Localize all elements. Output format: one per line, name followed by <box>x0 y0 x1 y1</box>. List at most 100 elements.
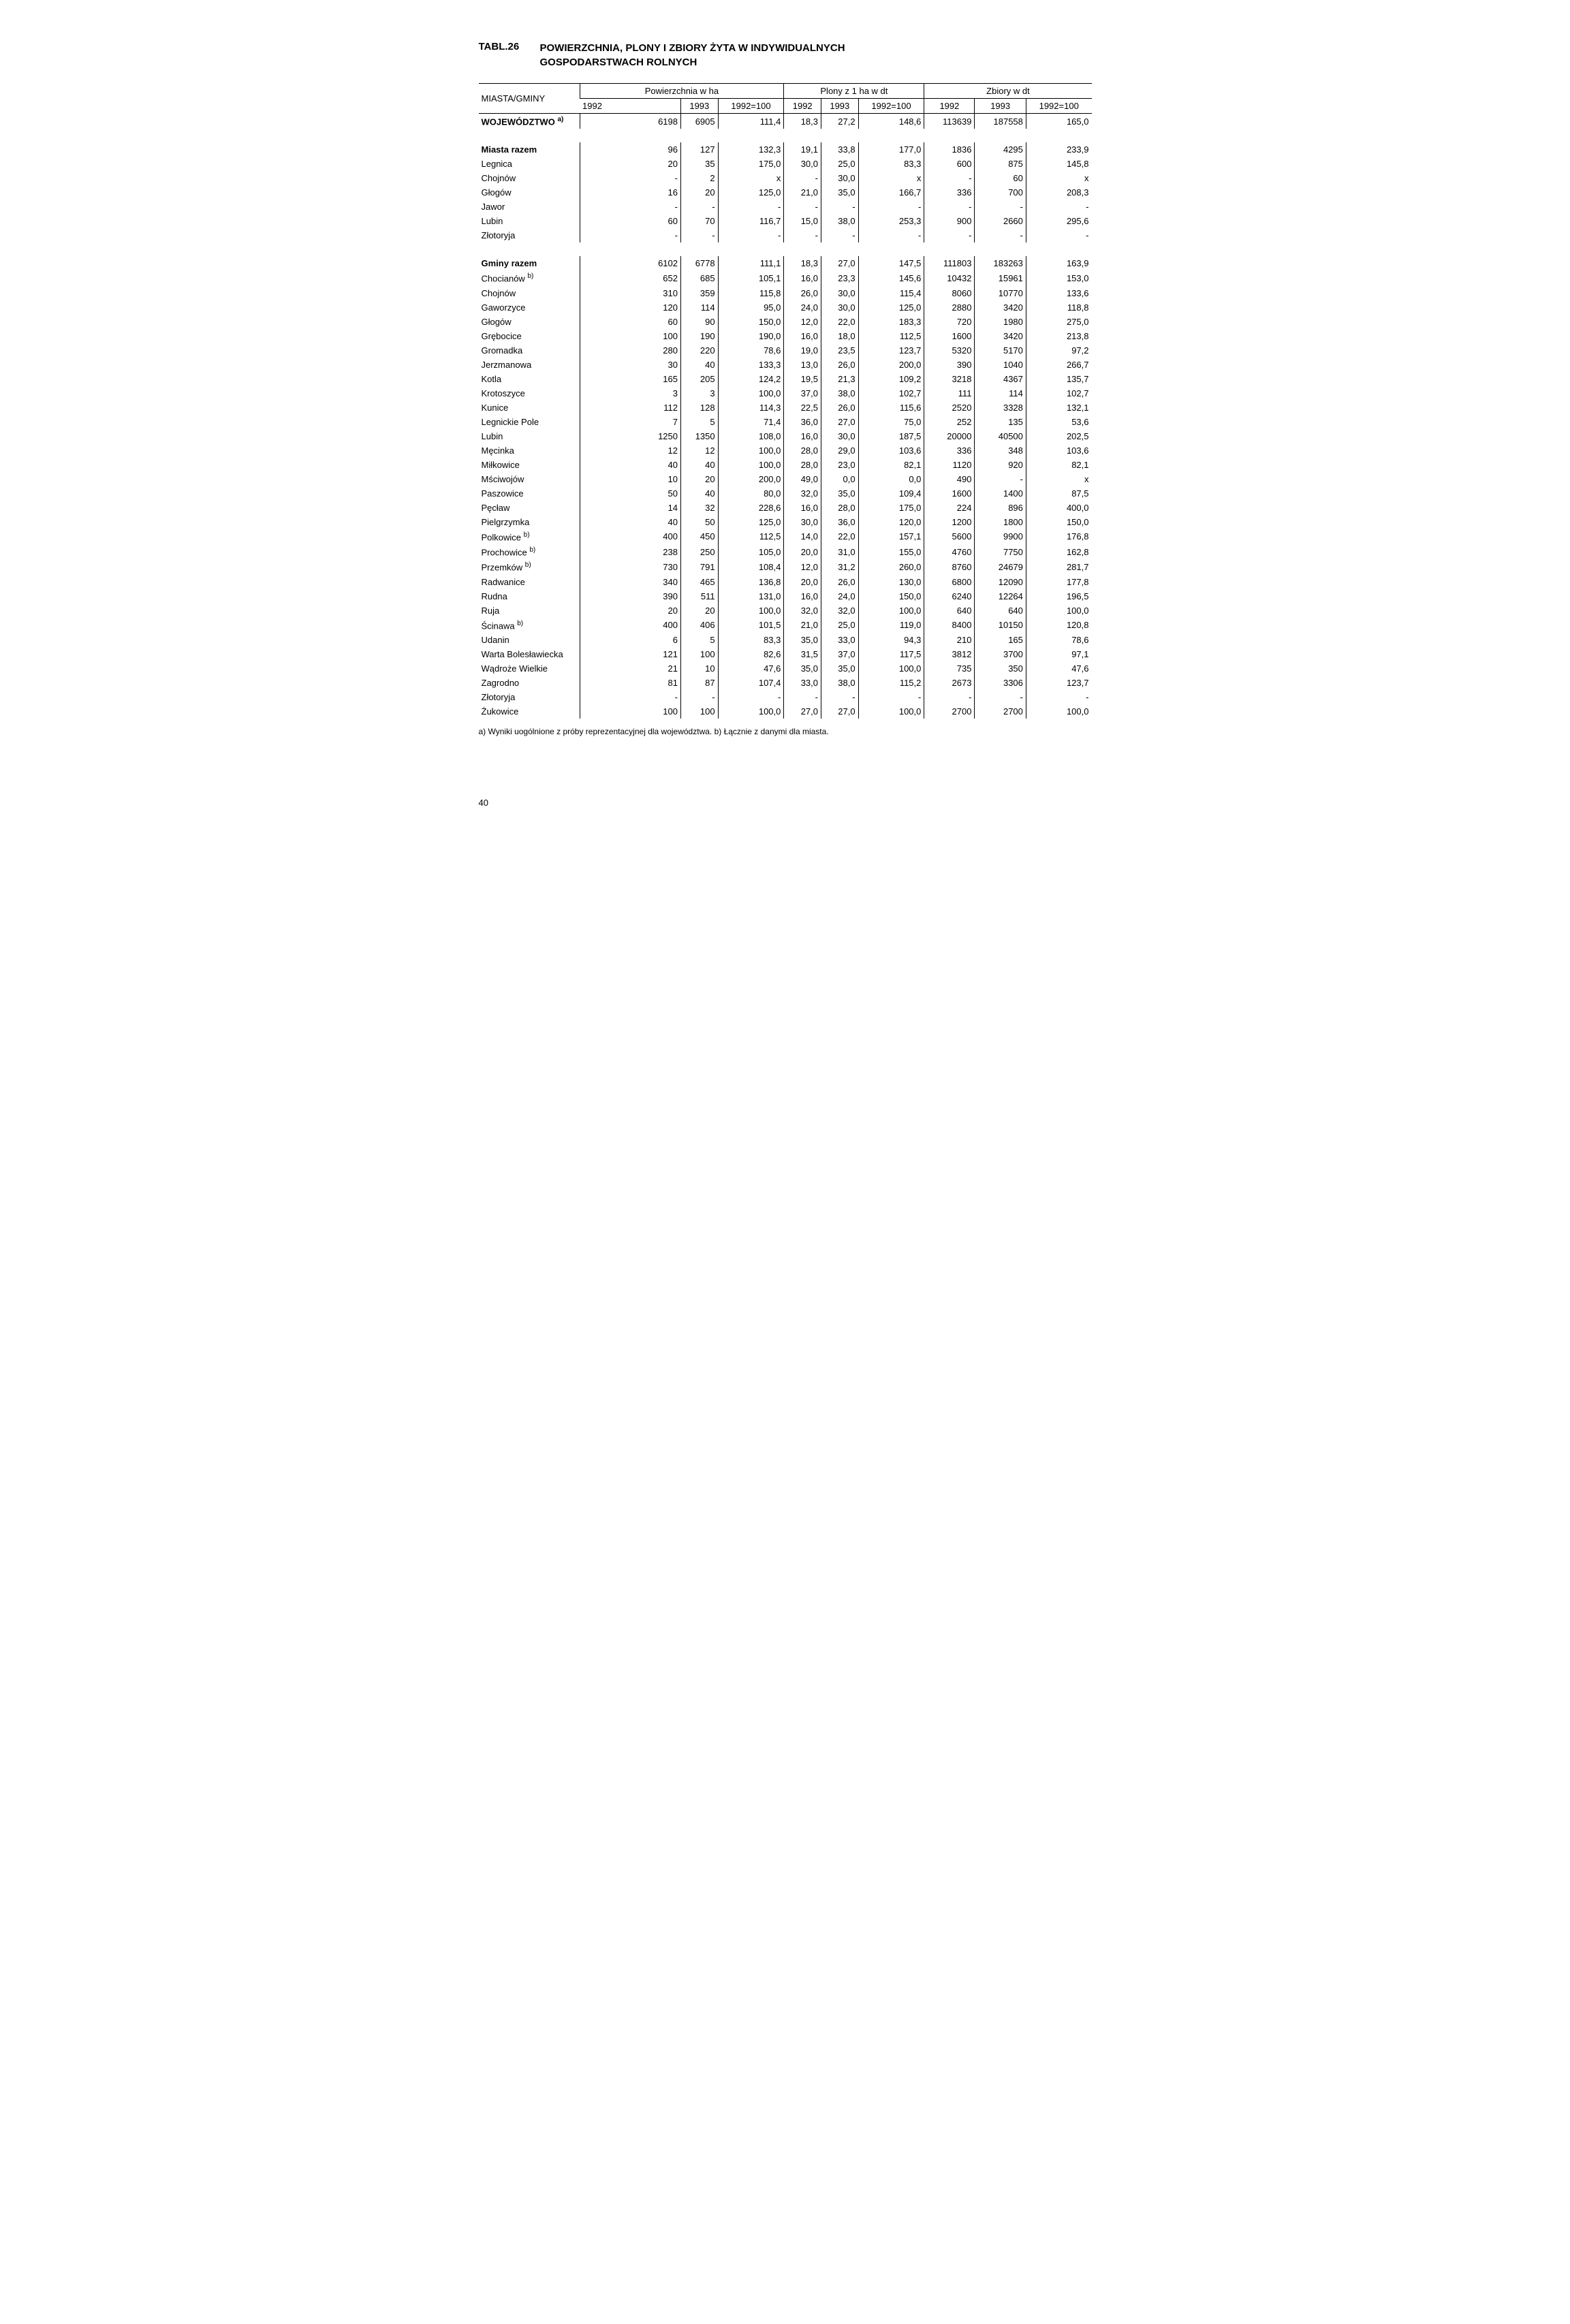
cell: 0,0 <box>821 472 859 486</box>
cell: 652 <box>580 270 681 285</box>
cell: 120,8 <box>1026 618 1091 633</box>
table-row: Gaworzyce12011495,024,030,0125,028803420… <box>479 300 1092 315</box>
cell: - <box>718 200 784 214</box>
cell: 132,3 <box>718 142 784 157</box>
cell: 175,0 <box>718 157 784 171</box>
table-row: Chojnów310359115,826,030,0115,4806010770… <box>479 286 1092 300</box>
cell: 37,0 <box>821 647 859 661</box>
cell: 117,5 <box>858 647 924 661</box>
cell: 400,0 <box>1026 501 1091 515</box>
cell: 1600 <box>924 329 975 343</box>
cell: 47,6 <box>718 661 784 676</box>
cell: 120,0 <box>858 515 924 529</box>
row-label: Chocianów b) <box>479 270 580 285</box>
row-label: Przemków b) <box>479 559 580 574</box>
cell: 336 <box>924 443 975 458</box>
cell: 1836 <box>924 142 975 157</box>
cell: 2520 <box>924 401 975 415</box>
cell: 1600 <box>924 486 975 501</box>
table-row: Złotoryja--------- <box>479 228 1092 242</box>
col-idx: 1992=100 <box>1026 99 1091 114</box>
row-label: Gromadka <box>479 343 580 358</box>
row-label: Ruja <box>479 603 580 618</box>
cell: - <box>580 171 681 185</box>
cell: 390 <box>924 358 975 372</box>
cell: 10 <box>681 661 719 676</box>
cell: 119,0 <box>858 618 924 633</box>
col-group-harvest: Zbiory w dt <box>924 84 1092 99</box>
cell: 3700 <box>975 647 1026 661</box>
cell: 100,0 <box>858 603 924 618</box>
row-label-sup: a) <box>557 116 563 123</box>
spacer-row <box>479 242 1092 256</box>
row-label: Żukowice <box>479 704 580 719</box>
cell: 2700 <box>924 704 975 719</box>
cell: 47,6 <box>1026 661 1091 676</box>
cell: 36,0 <box>784 415 821 429</box>
table-row: Ruja2020100,032,032,0100,0640640100,0 <box>479 603 1092 618</box>
cell: 53,6 <box>1026 415 1091 429</box>
col-header-region: MIASTA/GMINY <box>479 84 580 114</box>
cell: 130,0 <box>858 575 924 589</box>
table-row: Chocianów b)652685105,116,023,3145,61043… <box>479 270 1092 285</box>
cell: 200,0 <box>858 358 924 372</box>
cell: 120 <box>580 300 681 315</box>
table-row: Gminy razem61026778111,118,327,0147,5111… <box>479 256 1092 270</box>
cell: 685 <box>681 270 719 285</box>
cell: 400 <box>580 618 681 633</box>
cell: 253,3 <box>858 214 924 228</box>
row-label: Zagrodno <box>479 676 580 690</box>
cell: 103,6 <box>1026 443 1091 458</box>
cell: 30,0 <box>821 286 859 300</box>
cell: 82,1 <box>858 458 924 472</box>
cell: 115,4 <box>858 286 924 300</box>
cell: 165,0 <box>1026 114 1091 129</box>
cell: 220 <box>681 343 719 358</box>
row-label: Chojnów <box>479 286 580 300</box>
cell: 176,8 <box>1026 529 1091 544</box>
table-row: Miłkowice4040100,028,023,082,1112092082,… <box>479 458 1092 472</box>
table-row: Paszowice504080,032,035,0109,41600140087… <box>479 486 1092 501</box>
row-label: Paszowice <box>479 486 580 501</box>
cell: 12 <box>681 443 719 458</box>
cell: 123,7 <box>1026 676 1091 690</box>
cell: 150,0 <box>1026 515 1091 529</box>
row-label: Gminy razem <box>479 256 580 270</box>
cell: 12 <box>580 443 681 458</box>
row-label-sup: b) <box>525 561 531 569</box>
cell: 111803 <box>924 256 975 270</box>
cell: 118,8 <box>1026 300 1091 315</box>
cell: 35,0 <box>821 185 859 200</box>
cell: 5170 <box>975 343 1026 358</box>
cell: 6240 <box>924 589 975 603</box>
cell: 133,3 <box>718 358 784 372</box>
row-label: Wądroże Wielkie <box>479 661 580 676</box>
cell: 8760 <box>924 559 975 574</box>
row-label: Mściwojów <box>479 472 580 486</box>
row-label: Radwanice <box>479 575 580 589</box>
col-1992: 1992 <box>924 99 975 114</box>
cell: 32 <box>681 501 719 515</box>
cell: 238 <box>580 544 681 559</box>
cell: 340 <box>580 575 681 589</box>
cell: 250 <box>681 544 719 559</box>
cell: 40 <box>681 458 719 472</box>
cell: 730 <box>580 559 681 574</box>
cell: 102,7 <box>1026 386 1091 401</box>
cell: 100,0 <box>718 704 784 719</box>
row-label: Kotla <box>479 372 580 386</box>
cell: 100 <box>580 329 681 343</box>
row-label: Jerzmanowa <box>479 358 580 372</box>
cell: 108,0 <box>718 429 784 443</box>
cell: 30,0 <box>821 300 859 315</box>
cell: 6102 <box>580 256 681 270</box>
cell: 511 <box>681 589 719 603</box>
cell: 10150 <box>975 618 1026 633</box>
cell: 2700 <box>975 704 1026 719</box>
cell: 281,7 <box>1026 559 1091 574</box>
row-label: Miłkowice <box>479 458 580 472</box>
cell: 16,0 <box>784 429 821 443</box>
cell: 28,0 <box>784 458 821 472</box>
cell: 1040 <box>975 358 1026 372</box>
cell: - <box>975 200 1026 214</box>
